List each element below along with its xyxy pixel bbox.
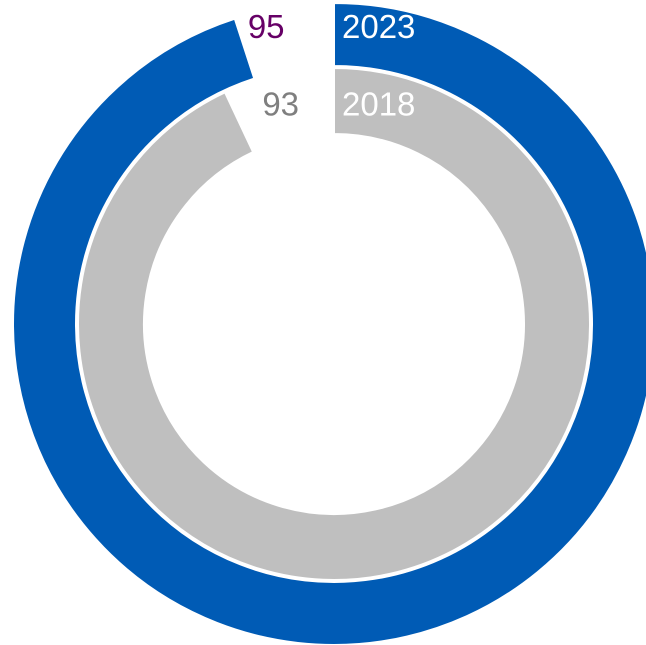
series-name: 2018 bbox=[342, 86, 415, 123]
ring-bar bbox=[12, 1, 646, 645]
value-label: 93 bbox=[262, 86, 299, 123]
ring-bar bbox=[77, 66, 591, 581]
value-label: 95 bbox=[248, 8, 285, 45]
series-name: 2023 bbox=[342, 8, 415, 45]
